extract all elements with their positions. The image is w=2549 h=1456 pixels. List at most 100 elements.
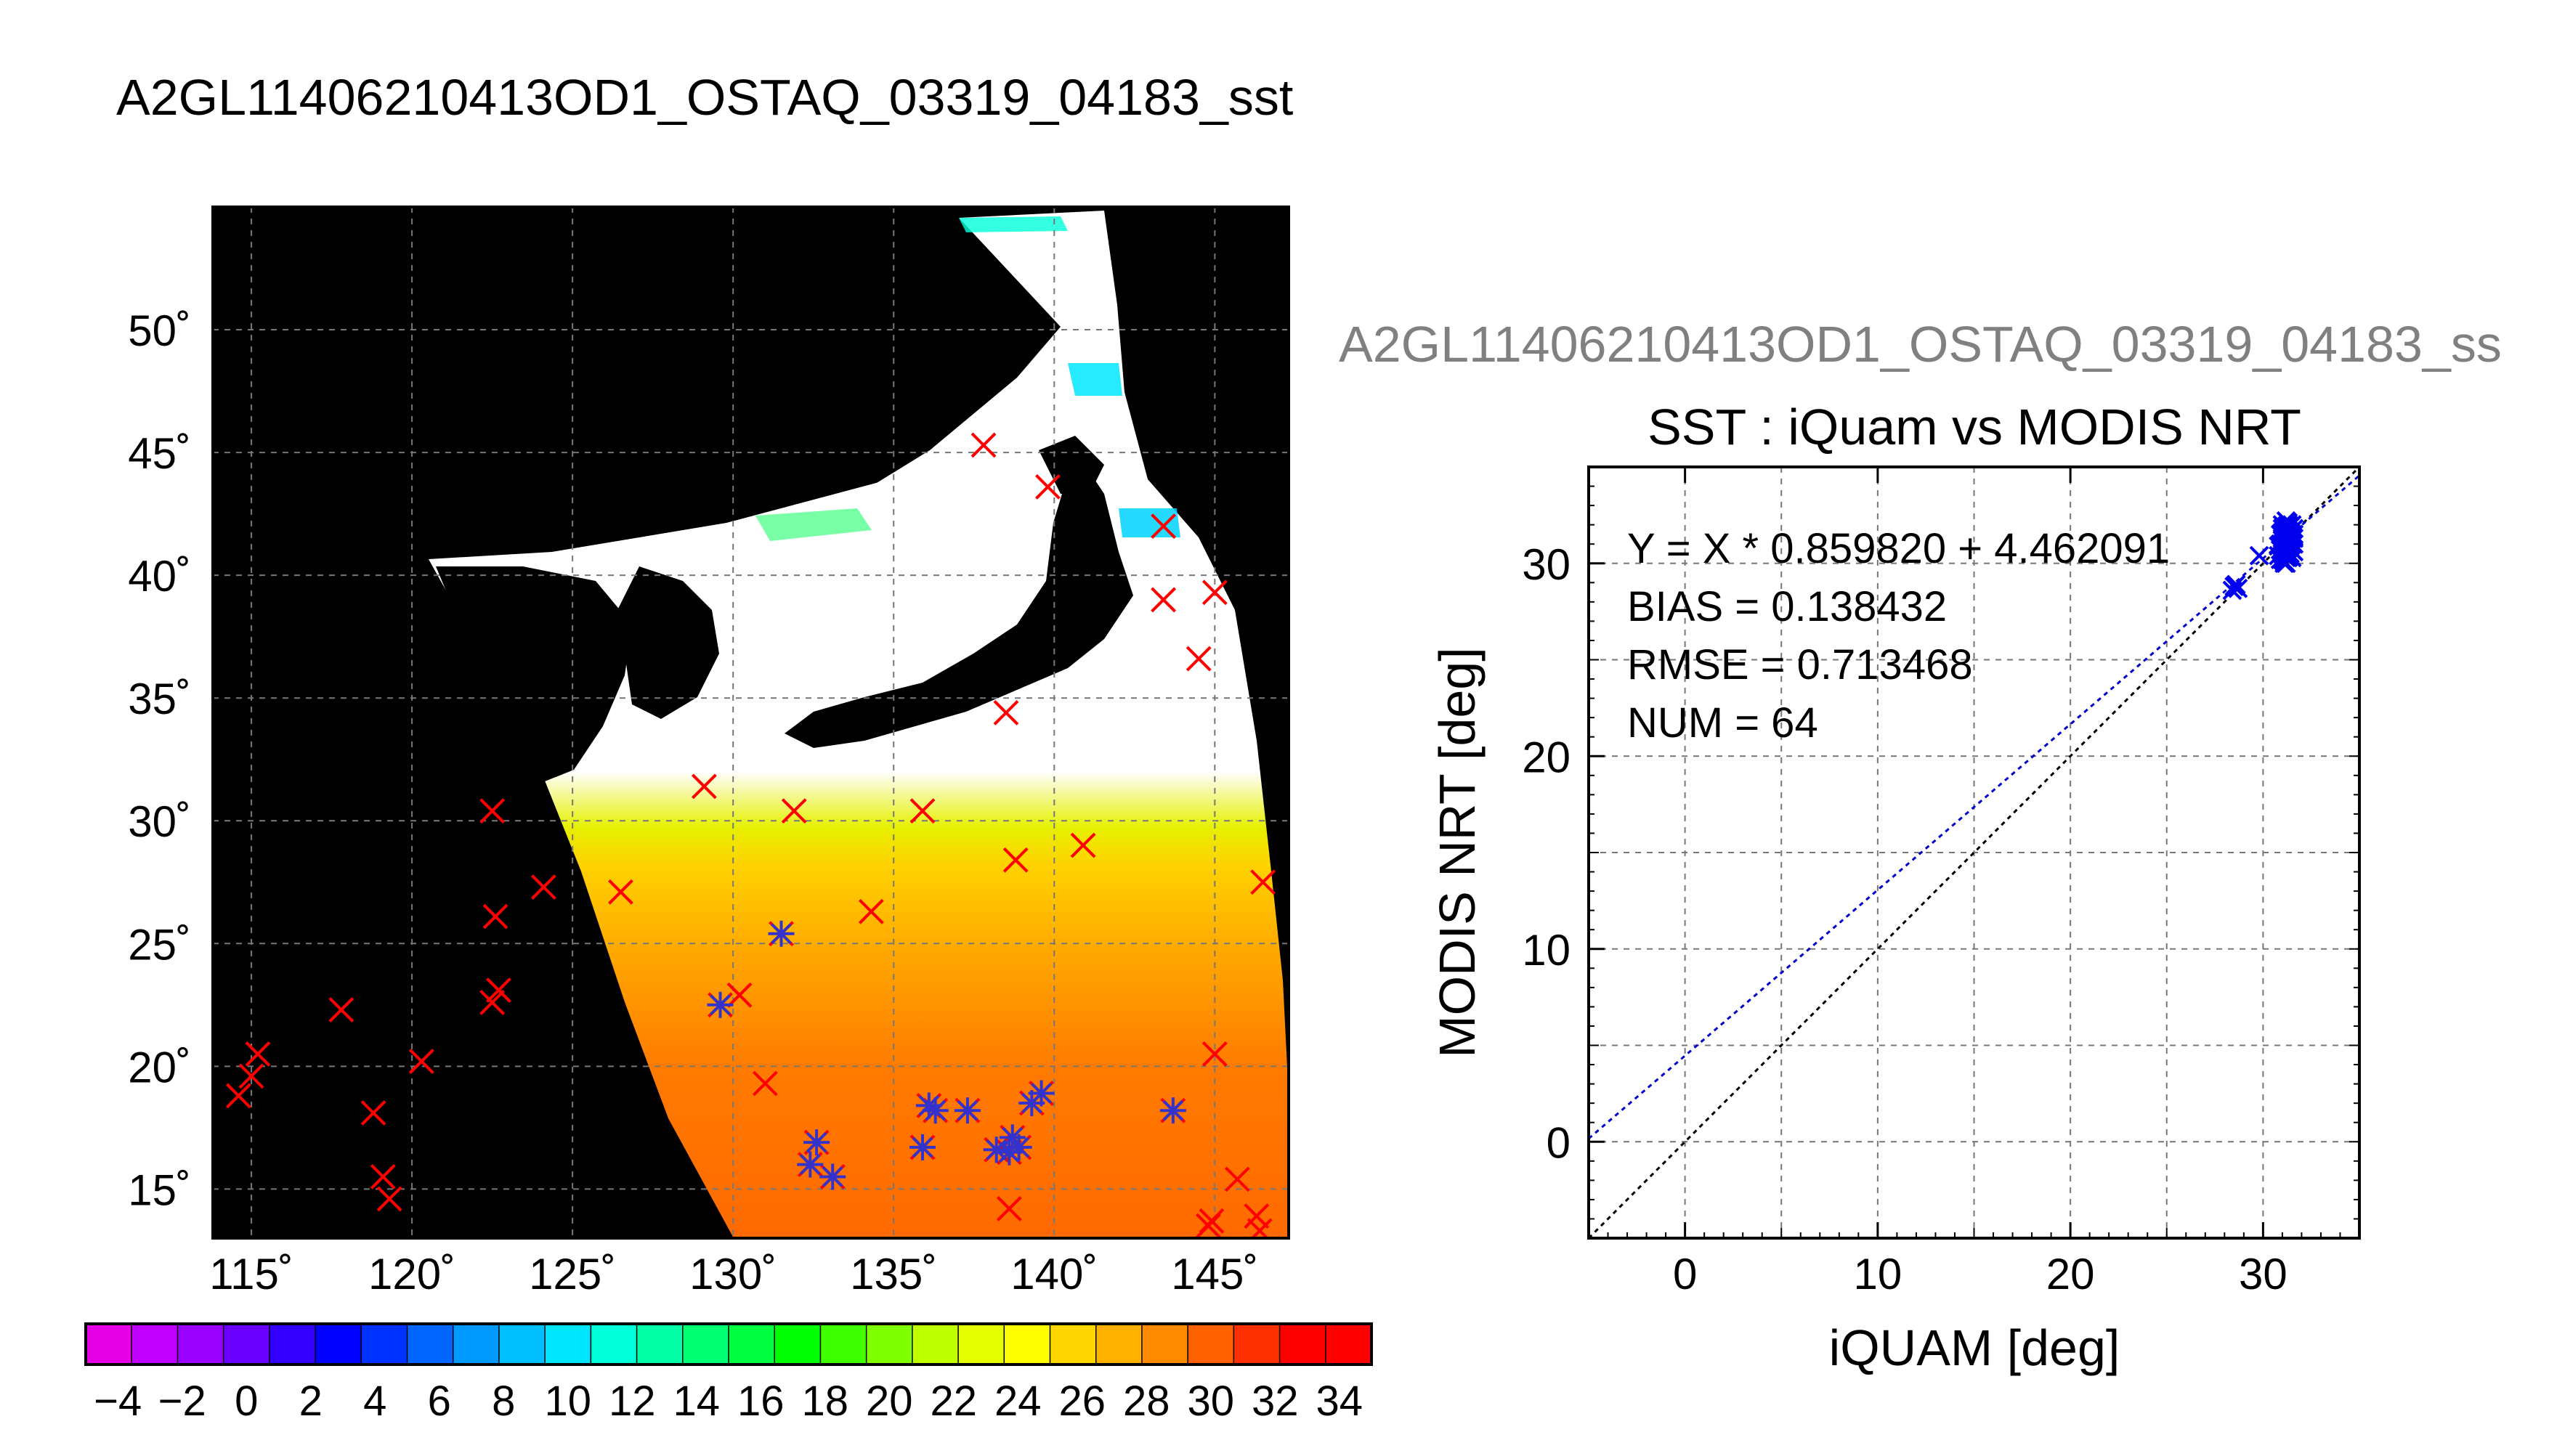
colorbar-swatch [820,1324,867,1365]
iquam-marker [1224,1166,1250,1192]
colorbar-label: 26 [1058,1378,1106,1425]
iquam-marker [993,700,1019,725]
colorbar-label: 12 [609,1378,656,1425]
scatter-x-tick-label: 20 [2046,1250,2095,1298]
iquam-marker [408,1049,434,1074]
colorbar-label: 30 [1187,1378,1234,1425]
colorbar-swatch [269,1324,316,1365]
match-marker [922,1097,949,1124]
colorbar-swatch [361,1324,408,1365]
colorbar-label: −4 [94,1378,142,1425]
scatter-annotation: Y = X * 0.859820 + 4.462091 [1627,525,2170,572]
iquam-marker [1151,587,1176,613]
iquam-marker [370,1164,396,1189]
swath-cloud-north [654,211,1117,610]
colorbar-label: 6 [428,1378,451,1425]
map-y-tick-label: 50˚ [128,306,191,355]
iquam-marker [752,1070,778,1097]
map-x-tick-label: 115˚ [209,1250,293,1298]
colorbar-swatches [86,1324,1372,1365]
colorbar-label: 10 [544,1378,591,1425]
iquam-marker [225,1083,251,1109]
scatter-x-tick-label: 10 [1854,1250,1902,1298]
iquam-marker [482,903,508,930]
colorbar-label: 14 [673,1378,720,1425]
land-china [436,566,632,784]
iquam-marker [1002,847,1029,873]
scatter-point [2278,515,2298,535]
scatter-x-axis-label: iQUAM [deg] [1829,1319,2120,1376]
iquam-marker [1250,869,1276,895]
match-marker [1028,1080,1055,1107]
scatter-annotation: BIAS = 0.138432 [1627,583,1947,630]
colorbar-label: 16 [737,1378,785,1425]
map-panel: 115˚ 120˚ 125˚ 130˚ 135˚ 140˚ 145˚ 15˚ 20˚ 25˚ 30˚… [128,206,1290,1298]
colorbar-label: 32 [1252,1378,1299,1425]
match-marker [1005,1134,1032,1160]
map-y-tick-label: 15˚ [128,1166,191,1214]
scatter-figure-title: A2GL11406210413OD1_OSTAQ_03319_04183_ss [1339,316,2502,373]
colorbar-swatch [1325,1324,1372,1365]
iquam-marker [726,982,753,1008]
scatter-point [2284,534,2304,554]
iquam-marker [486,977,511,1003]
colorbar-label: 4 [363,1378,386,1425]
iquam-marker [1070,832,1096,858]
colorbar-label: 22 [930,1378,977,1425]
scatter-annotation: NUM = 64 [1627,699,1818,747]
map-x-tick-label: 140˚ [1010,1250,1098,1298]
colorbar-swatch [729,1324,775,1365]
map-x-tick-label: 130˚ [689,1250,777,1298]
iquam-marker [1151,513,1176,539]
colorbar-swatch [498,1324,546,1365]
colorbar-label: 0 [235,1378,258,1425]
map-y-tick-label: 25˚ [128,920,191,969]
iquam-marker [376,1186,402,1212]
land-korea [617,566,719,719]
iquam-marker [479,798,506,824]
colorbar-swatch [774,1324,821,1365]
colorbar-swatch [223,1324,270,1365]
iquam-marker [608,879,633,905]
iquam-marker [1035,474,1061,500]
map-y-tick-label: 45˚ [128,429,191,478]
colorbar-label: 28 [1123,1378,1170,1425]
colorbar-swatch [1004,1324,1050,1365]
map-x-tick-label: 120˚ [368,1250,455,1298]
regression-line [1589,474,2359,1140]
scatter-points [2222,511,2304,601]
scatter-point [2249,545,2269,566]
iquam-marker [1244,1203,1270,1229]
colorbar-swatch [591,1324,638,1365]
scatter-point [2226,574,2246,595]
colorbar-label: 34 [1316,1378,1363,1425]
land-japan [785,450,1133,748]
scatter-y-tick-label: 20 [1522,733,1571,781]
colorbar-swatch [1233,1324,1281,1365]
scatter-gridlines [1589,467,2359,1238]
iquam-marker [1186,646,1212,672]
map-y-tick-label: 35˚ [128,675,191,723]
colorbar-swatch [1279,1324,1326,1365]
scatter-y-tick-label: 10 [1522,926,1571,975]
scatter-annotation: RMSE = 0.713468 [1627,641,1973,688]
colorbar-label: 20 [866,1378,913,1425]
map-gridlines [213,207,1289,1238]
colorbar-swatch [131,1324,178,1365]
scatter-point [2274,553,2294,574]
colorbar-swatch [912,1324,959,1365]
colorbar-swatch [315,1324,362,1365]
map-y-tick-label: 20˚ [128,1043,191,1091]
colorbar-swatch [1050,1324,1097,1365]
colorbar-swatch [636,1324,684,1365]
map-x-tick-label: 125˚ [529,1250,616,1298]
match-marker [1159,1097,1186,1124]
scatter-ticks: 0 10 20 30 0 10 20 30 [1522,466,2360,1298]
match-marker [819,1163,846,1190]
match-marker [909,1134,936,1160]
map-frame [211,206,1290,1240]
colorbar-swatch [682,1324,729,1365]
iquam-marker [909,798,936,824]
